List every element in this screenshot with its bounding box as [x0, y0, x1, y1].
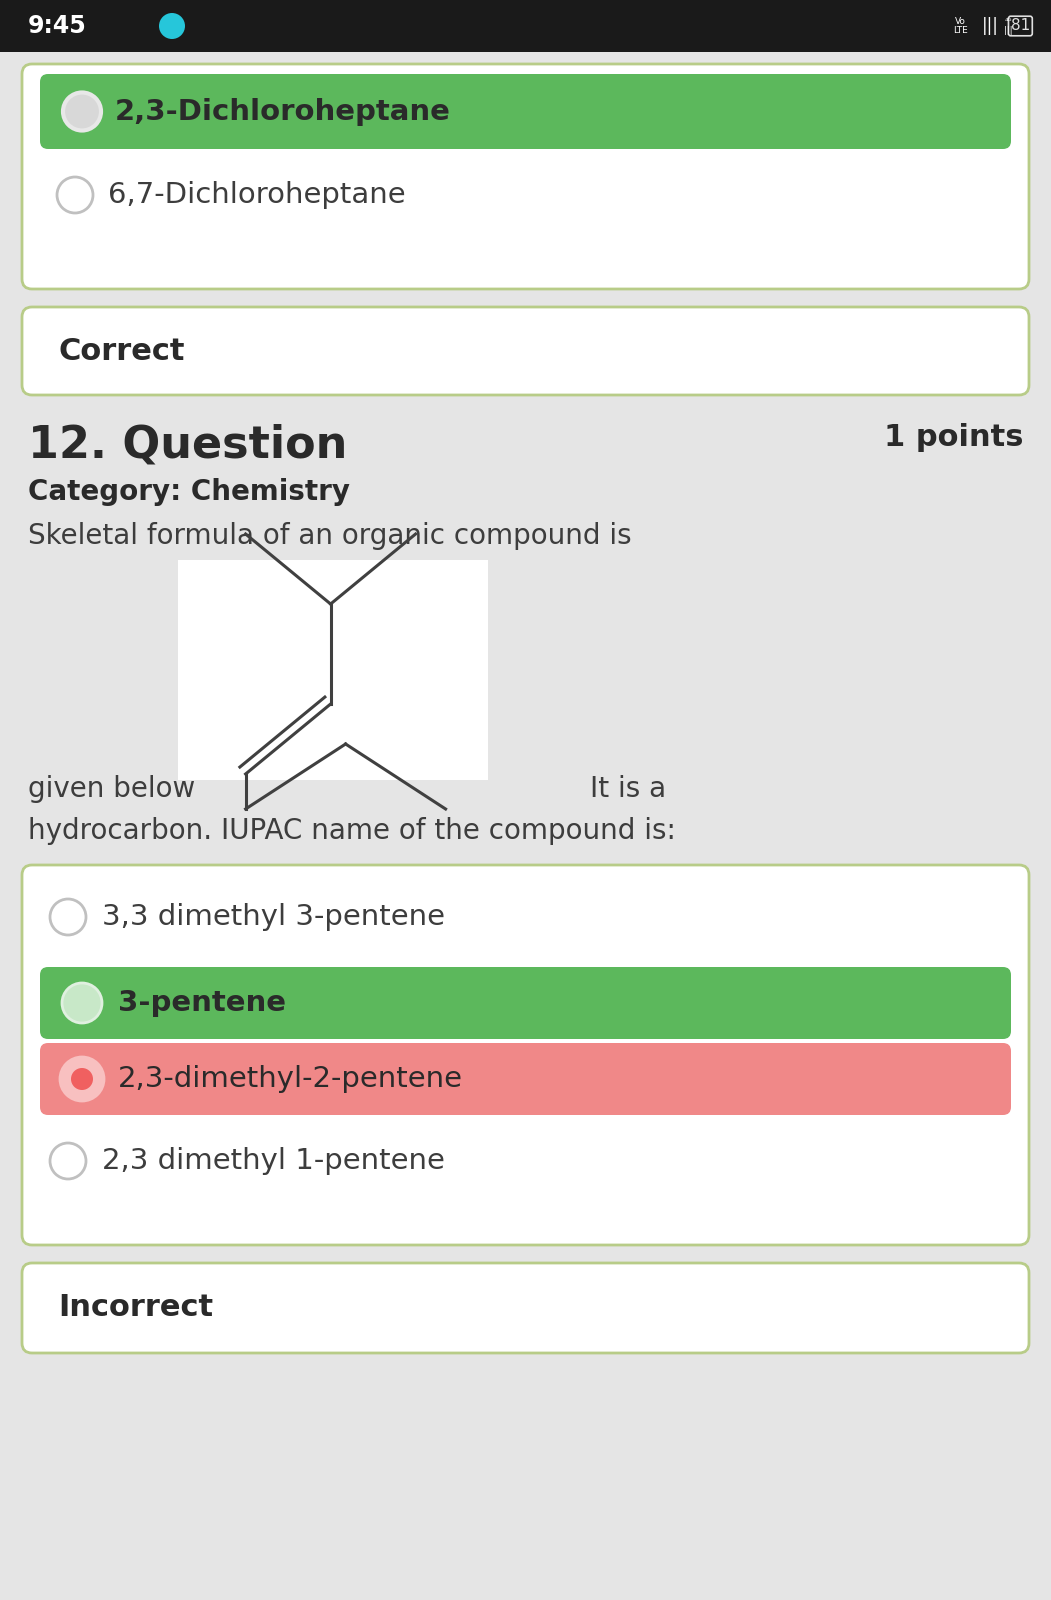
Text: Category: Chemistry: Category: Chemistry [28, 478, 350, 506]
Circle shape [50, 1142, 86, 1179]
FancyBboxPatch shape [40, 1043, 1011, 1115]
Circle shape [63, 93, 101, 131]
FancyBboxPatch shape [22, 307, 1029, 395]
Text: It is a: It is a [590, 774, 666, 803]
Text: 2,3-dimethyl-2-pentene: 2,3-dimethyl-2-pentene [118, 1066, 463, 1093]
Text: Skeletal formula of an organic compound is: Skeletal formula of an organic compound … [28, 522, 632, 550]
Text: 6,7-Dichloroheptane: 6,7-Dichloroheptane [108, 181, 406, 210]
Text: 2,3-Dichloroheptane: 2,3-Dichloroheptane [115, 98, 451, 125]
Text: 12. Question: 12. Question [28, 422, 348, 466]
FancyBboxPatch shape [40, 74, 1011, 149]
Circle shape [57, 178, 92, 213]
Text: given below: given below [28, 774, 195, 803]
Bar [178, 560, 488, 781]
FancyBboxPatch shape [22, 64, 1029, 290]
Text: 1 points: 1 points [884, 422, 1023, 451]
Text: 9:45: 9:45 [28, 14, 87, 38]
Text: Vo
LTE: Vo LTE [952, 16, 967, 35]
Text: 81: 81 [1011, 19, 1030, 34]
FancyBboxPatch shape [22, 1262, 1029, 1354]
Text: 3-pentene: 3-pentene [118, 989, 286, 1018]
Circle shape [159, 13, 185, 38]
FancyBboxPatch shape [22, 866, 1029, 1245]
Text: 2,3 dimethyl 1-pentene: 2,3 dimethyl 1-pentene [102, 1147, 445, 1174]
FancyBboxPatch shape [40, 966, 1011, 1038]
Text: ⁴ᴳ
|||: ⁴ᴳ ||| [1004, 16, 1012, 35]
Text: hydrocarbon. IUPAC name of the compound is:: hydrocarbon. IUPAC name of the compound … [28, 818, 676, 845]
Bar [0, 0, 1051, 51]
Text: |||: ||| [982, 18, 998, 35]
Circle shape [71, 1069, 92, 1090]
Circle shape [62, 982, 102, 1022]
Text: 3,3 dimethyl 3-pentene: 3,3 dimethyl 3-pentene [102, 902, 445, 931]
Text: Correct: Correct [58, 336, 185, 365]
Circle shape [50, 899, 86, 934]
Circle shape [60, 1058, 104, 1101]
Text: Incorrect: Incorrect [58, 1293, 213, 1323]
